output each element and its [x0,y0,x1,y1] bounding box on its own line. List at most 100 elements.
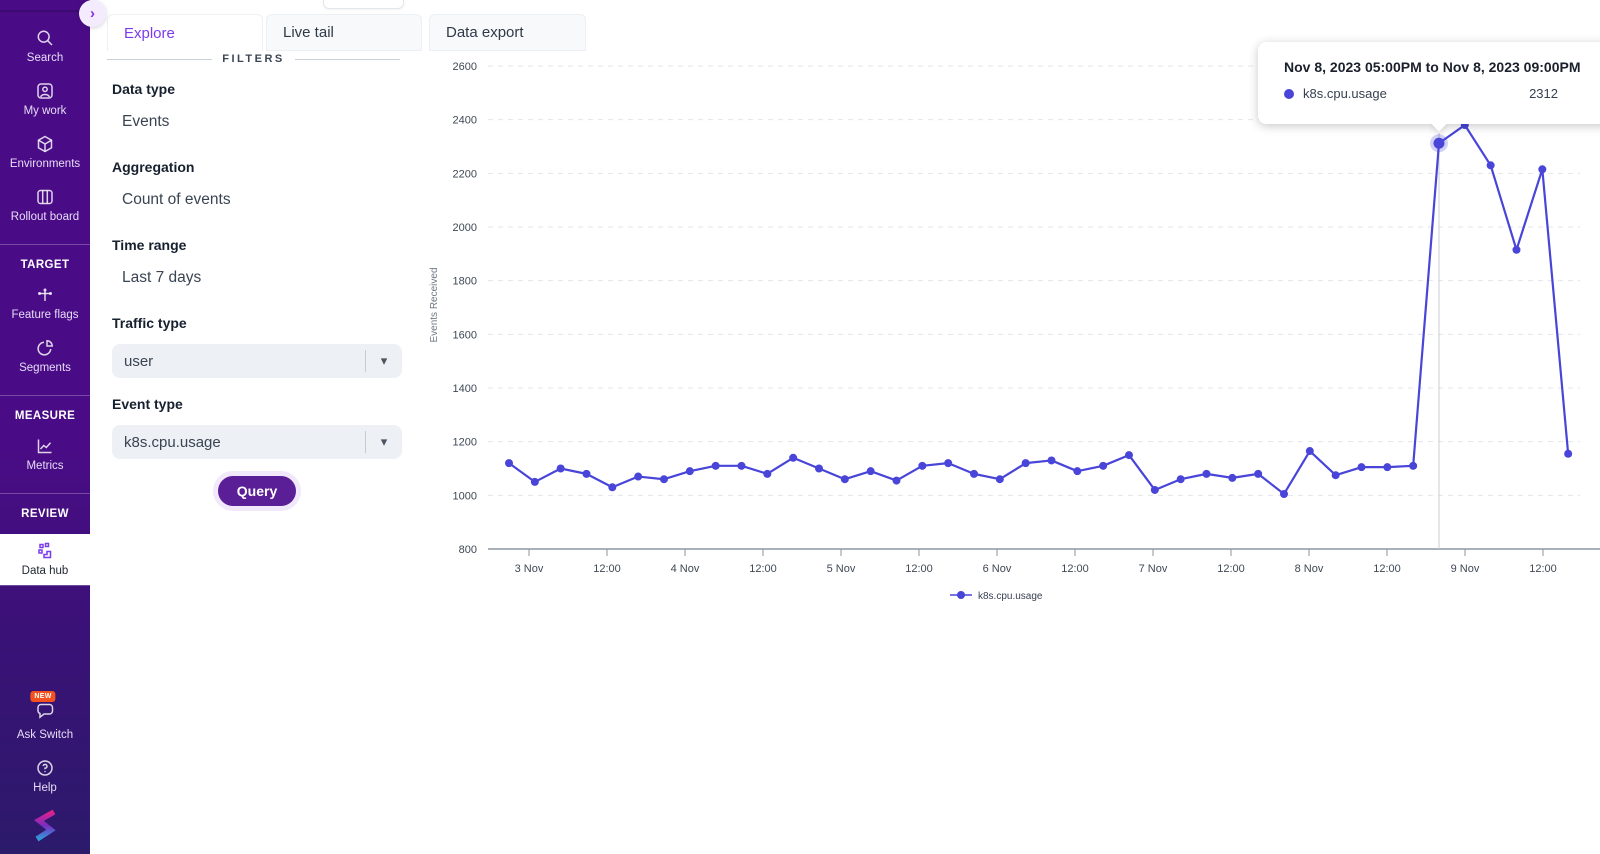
divider-line [107,58,213,60]
data-point[interactable] [1383,463,1392,472]
sidebar-item-data-hub[interactable]: Data hub [0,534,90,585]
sidebar-divider [0,395,90,396]
chevron-down-icon[interactable]: ▾ [380,353,388,368]
data-point[interactable] [814,464,823,473]
pie-chart-icon [37,340,53,356]
sidebar-item-label: Help [33,782,57,794]
data-point[interactable] [1512,245,1521,254]
data-point[interactable] [1254,469,1263,478]
sidebar-item-metrics[interactable]: Metrics [0,436,90,472]
field-value-aggregation: Count of events [122,191,231,208]
chart-graphic: 9 Nov [1451,563,1480,575]
columns-icon [37,189,53,205]
data-point[interactable] [1202,469,1211,478]
chevron-down-icon[interactable]: ▾ [380,434,388,449]
data-point[interactable] [582,469,591,478]
chart-graphic: 2600 [453,61,477,73]
sidebar-divider [0,244,90,245]
sidebar-item-label: My work [23,105,67,117]
field-value-data-type: Events [122,113,170,130]
legend-label[interactable]: k8s.cpu.usage [978,591,1043,602]
data-point[interactable] [1538,165,1547,174]
field-label-event-type: Event type [112,396,183,412]
data-point[interactable] [995,475,1004,484]
data-point[interactable] [1021,459,1030,468]
tab-explore[interactable]: Explore [107,14,263,51]
data-point[interactable] [1331,471,1340,480]
select-separator [365,350,366,372]
sidebar-item-environments[interactable]: Environments [0,134,90,170]
sidebar-item-my-work[interactable]: My work [0,81,90,117]
chart-graphic: 12:00 [905,563,933,575]
data-point[interactable] [1228,473,1237,482]
data-point[interactable] [763,469,772,478]
data-point[interactable] [866,467,875,476]
event-type-value: k8s.cpu.usage [124,433,221,451]
chart-graphic: 12:00 [593,563,621,575]
data-point[interactable] [1409,461,1418,470]
data-point[interactable] [659,475,668,484]
data-point[interactable] [918,461,927,470]
sidebar: Search My work Environments Rollout boar… [0,0,90,854]
chart-graphic: 5 Nov [827,563,856,575]
sidebar-expand-button[interactable]: › [79,0,106,27]
tooltip-series-value: 2312 [1529,86,1558,101]
sidebar-item-help[interactable]: Help [17,758,73,794]
data-point[interactable] [892,476,901,485]
legend-marker-dot[interactable] [957,591,965,599]
tooltip-row: k8s.cpu.usage 2312 [1284,86,1592,101]
data-point[interactable] [1047,456,1056,465]
data-point[interactable] [840,475,849,484]
data-point[interactable] [737,461,746,470]
data-point[interactable] [685,467,694,476]
tooltip-title: Nov 8, 2023 05:00PM to Nov 8, 2023 09:00… [1284,59,1581,75]
data-point[interactable] [1073,467,1082,476]
sidebar-item-label: Feature flags [11,309,79,321]
sidebar-item-label: Environments [9,158,81,170]
sidebar-item-feature-flags[interactable]: Feature flags [0,285,90,321]
chart-graphic: 4 Nov [671,563,700,575]
event-type-select[interactable]: k8s.cpu.usage ▾ [112,425,402,459]
data-point[interactable] [1150,485,1159,494]
sidebar-item-label: Rollout board [10,211,80,223]
search-icon [37,30,53,46]
field-value-time-range: Last 7 days [122,269,202,286]
data-point[interactable] [530,477,539,486]
data-point[interactable] [969,469,978,478]
data-point[interactable] [634,472,643,481]
data-point[interactable] [1564,449,1573,458]
chart-graphic: 1600 [453,329,477,341]
data-point[interactable] [556,464,565,473]
data-point[interactable] [944,459,953,468]
data-point[interactable] [1124,451,1133,460]
data-point[interactable] [1305,447,1314,456]
filters-divider: FILTERS [107,53,401,65]
data-point[interactable] [1486,161,1495,170]
data-point[interactable] [1279,489,1288,498]
chart-graphic: 2000 [453,222,477,234]
highlighted-data-point[interactable] [1433,137,1445,149]
sidebar-footer: NEW Ask Switch Help [17,691,73,854]
chart-graphic: 12:00 [1529,563,1557,575]
data-point[interactable] [1176,475,1185,484]
data-point[interactable] [505,459,513,468]
data-point[interactable] [1357,463,1366,472]
data-point[interactable] [608,483,617,492]
data-point[interactable] [711,461,720,470]
sidebar-item-label: Data hub [21,565,69,577]
tab-live-tail[interactable]: Live tail [266,14,422,51]
sidebar-item-search[interactable]: Search [0,28,90,64]
chart-graphic: 12:00 [1373,563,1401,575]
tooltip-series-name: k8s.cpu.usage [1303,86,1387,101]
sidebar-item-ask-switch[interactable]: NEW Ask Switch [17,691,73,741]
traffic-type-select[interactable]: user ▾ [112,344,402,378]
data-point[interactable] [789,453,798,462]
sidebar-item-rollout-board[interactable]: Rollout board [0,187,90,223]
sidebar-section-target: TARGET [20,259,70,271]
sidebar-item-segments[interactable]: Segments [0,338,90,374]
sidebar-section-measure: MEASURE [14,410,76,422]
events-chart[interactable]: 800 1000 1200 1400 1600 1800 2000 2200 2400 2600 3… [420,30,1600,620]
query-button[interactable]: Query [217,476,297,506]
data-point[interactable] [1099,461,1108,470]
tab-data-export[interactable]: Data export [429,14,586,51]
